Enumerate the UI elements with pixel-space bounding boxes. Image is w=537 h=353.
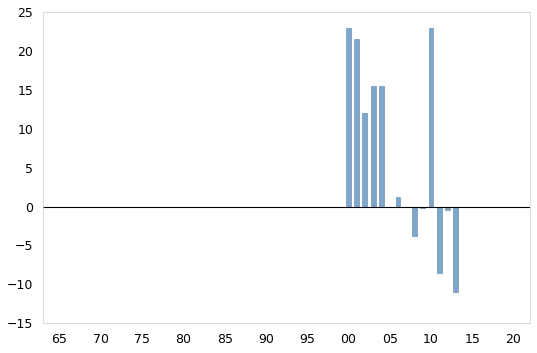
Bar: [412, 207, 417, 236]
Bar: [420, 207, 425, 208]
Bar: [362, 113, 367, 207]
Bar: [453, 207, 458, 292]
Bar: [396, 197, 401, 207]
Bar: [437, 207, 442, 273]
Bar: [445, 207, 450, 210]
Bar: [429, 28, 433, 207]
Bar: [371, 86, 376, 207]
Bar: [346, 28, 351, 207]
Bar: [379, 86, 384, 207]
Bar: [354, 39, 359, 207]
